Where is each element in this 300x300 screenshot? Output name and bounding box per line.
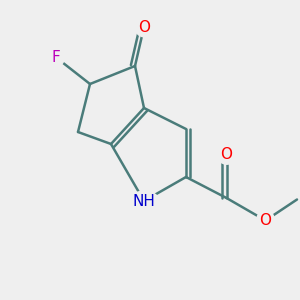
Ellipse shape bbox=[135, 17, 153, 37]
Text: NH: NH bbox=[133, 194, 155, 208]
Ellipse shape bbox=[218, 145, 236, 164]
Text: O: O bbox=[138, 20, 150, 34]
Text: O: O bbox=[220, 147, 232, 162]
Ellipse shape bbox=[129, 191, 159, 211]
Text: O: O bbox=[260, 213, 272, 228]
Ellipse shape bbox=[46, 47, 64, 67]
Text: F: F bbox=[51, 50, 60, 64]
Ellipse shape bbox=[256, 211, 274, 230]
